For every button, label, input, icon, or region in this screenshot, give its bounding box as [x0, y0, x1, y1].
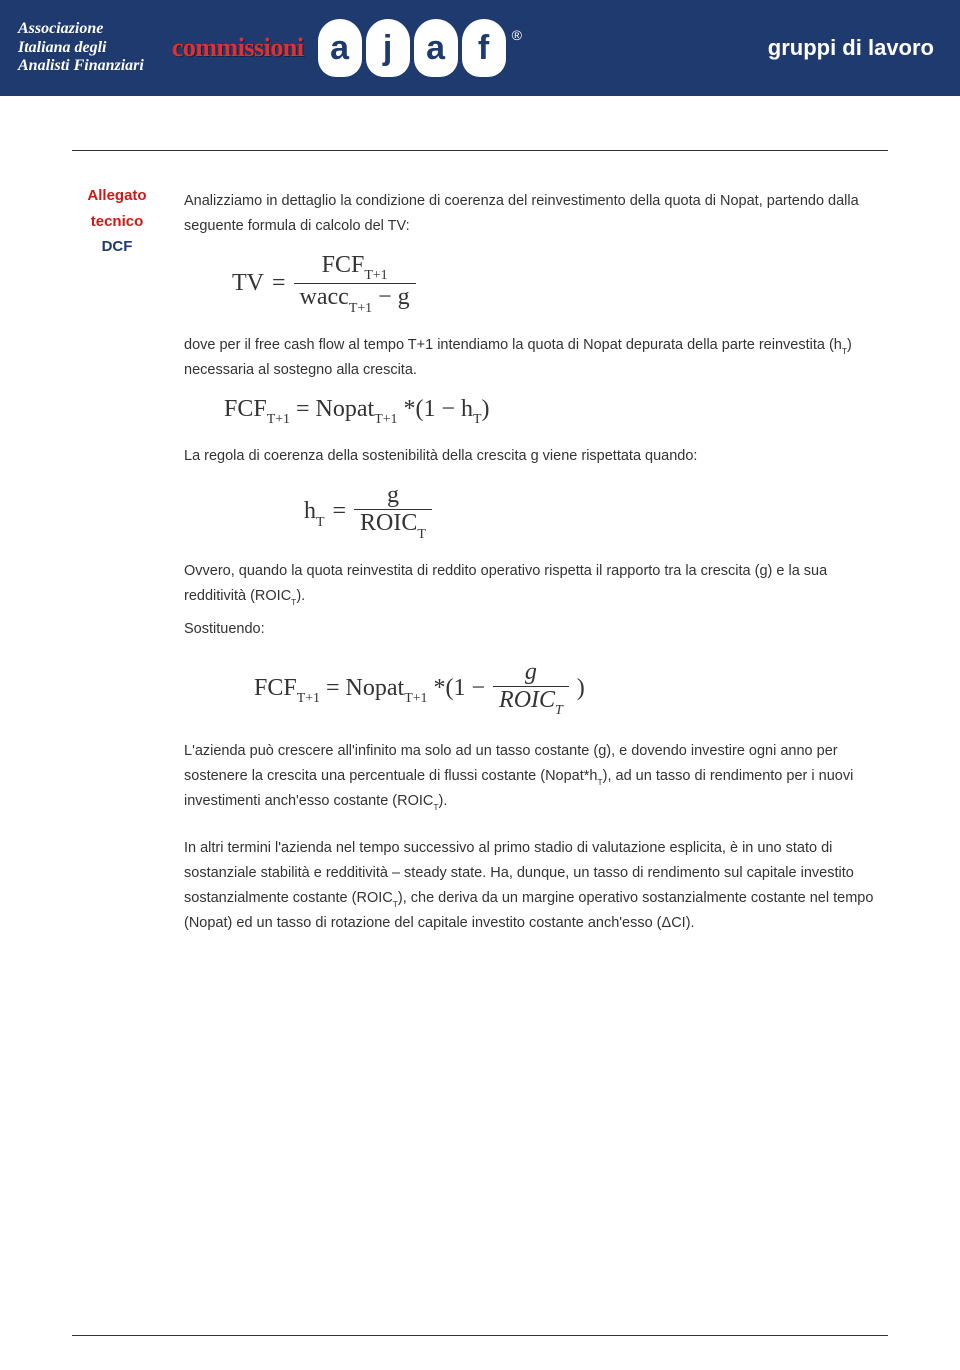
org-name: Associazione Italiana degli Analisti Fin… [18, 20, 144, 75]
f3-den-sub: T [417, 527, 426, 542]
f3-num: g [381, 483, 405, 509]
paragraph-6: L'azienda può crescere all'infinito ma s… [184, 739, 888, 814]
f1-den-a-sub: T+1 [349, 301, 372, 316]
f1-num-main: FCF [322, 252, 365, 278]
f2-b: Nopat [316, 396, 375, 422]
sidebar-allegato: Allegato [72, 183, 162, 209]
p2-text: dove per il free cash flow al tempo T+1 … [184, 337, 842, 353]
paragraph-2: dove per il free cash flow al tempo T+1 … [184, 333, 888, 383]
logo-letter-f: f [462, 19, 506, 77]
f2-d: ) [482, 396, 490, 422]
content-row: Allegato tecnico DCF Analizziamo in dett… [72, 181, 888, 942]
f3-lhs: h [304, 498, 316, 524]
f4-c: *(1 − [428, 675, 486, 701]
f3-den: ROICT [354, 509, 432, 540]
org-line-1: Associazione [18, 20, 144, 38]
p6b-sub: T [433, 802, 438, 812]
f3-fraction: g ROICT [354, 483, 432, 541]
formula-h: hT = g ROICT [304, 483, 888, 541]
f4-b-sub: T+1 [404, 691, 427, 706]
f1-lhs: TV [232, 263, 264, 304]
header-banner: Associazione Italiana degli Analisti Fin… [0, 0, 960, 96]
p2-sub: T [842, 346, 847, 356]
p4-sub: T [291, 597, 296, 607]
logo-letter-a1: a [318, 19, 362, 77]
f1-den-a: wacc [300, 284, 349, 310]
paragraph-7: In altri termini l'azienda nel tempo suc… [184, 836, 888, 936]
paragraph-4: Ovvero, quando la quota reinvestita di r… [184, 559, 888, 609]
f4-left: FCFT+1 = NopatT+1 *(1 − [254, 668, 485, 710]
f4-eq: = [320, 675, 346, 701]
page-content: Allegato tecnico DCF Analizziamo in dett… [0, 96, 960, 982]
logo-letter-j: j [366, 19, 410, 77]
registered-icon: ® [512, 27, 522, 43]
p4-text: Ovvero, quando la quota reinvestita di r… [184, 563, 827, 604]
f3-den-main: ROIC [360, 510, 417, 536]
org-line-3: Analisti Finanziari [18, 57, 144, 75]
f4-a-sub: T+1 [297, 691, 320, 706]
f4-num: g [519, 660, 543, 686]
f4-den-sub: T [555, 703, 563, 718]
paragraph-5: Sostituendo: [184, 617, 888, 642]
top-rule [72, 150, 888, 151]
f4-den: ROICT [493, 686, 569, 717]
f2-c: *(1 − h [398, 396, 474, 422]
org-line-2: Italiana degli [18, 39, 144, 57]
paragraph-3: La regola di coerenza della sostenibilit… [184, 444, 888, 469]
formula-fcf-nopat: FCFT+1 = NopatT+1 *(1 − hT) [224, 389, 888, 431]
p7a-sub: T [393, 899, 398, 909]
f3-eq: = [333, 491, 347, 532]
f1-den-b: − g [372, 284, 410, 310]
f1-numerator: FCFT+1 [316, 253, 394, 283]
main-column: Analizziamo in dettaglio la condizione d… [184, 181, 888, 942]
p6c: ). [439, 793, 448, 809]
f2-b-sub: T+1 [374, 412, 397, 427]
ajaf-logo: a j a f ® [318, 19, 522, 77]
sidebar-tecnico: tecnico [72, 209, 162, 235]
f4-end: ) [577, 668, 585, 709]
f4-fraction: g ROICT [493, 660, 569, 718]
p6a-sub: T [597, 777, 602, 787]
commissioni-label: commissioni [172, 33, 304, 63]
f3-lhs-sub: T [316, 515, 325, 530]
formula-tv: TV = FCFT+1 waccT+1 − g [232, 253, 888, 315]
gruppi-label: gruppi di lavoro [768, 35, 942, 61]
f2-a: FCF [224, 396, 267, 422]
f2-eq: = [290, 396, 316, 422]
f4-b: Nopat [346, 675, 405, 701]
sidebar-dcf: DCF [72, 234, 162, 260]
paragraph-1: Analizziamo in dettaglio la condizione d… [184, 189, 888, 239]
f1-denominator: waccT+1 − g [294, 283, 416, 314]
f1-num-sub: T+1 [364, 268, 387, 283]
f4-den-main: ROIC [499, 687, 555, 713]
footer-rule [72, 1335, 888, 1336]
logo-letter-a2: a [414, 19, 458, 77]
f2-c-sub: T [473, 412, 482, 427]
f2-wrap: FCFT+1 = NopatT+1 *(1 − hT) [224, 389, 490, 431]
formula-fcf-roic: FCFT+1 = NopatT+1 *(1 − g ROICT ) [254, 660, 888, 718]
margin-sidebar: Allegato tecnico DCF [72, 181, 162, 942]
p4-tail: ). [296, 588, 305, 604]
f3-lhs-wrap: hT [304, 491, 325, 533]
f1-eq: = [272, 263, 286, 304]
f2-a-sub: T+1 [267, 412, 290, 427]
f4-a: FCF [254, 675, 297, 701]
f1-fraction: FCFT+1 waccT+1 − g [294, 253, 416, 315]
